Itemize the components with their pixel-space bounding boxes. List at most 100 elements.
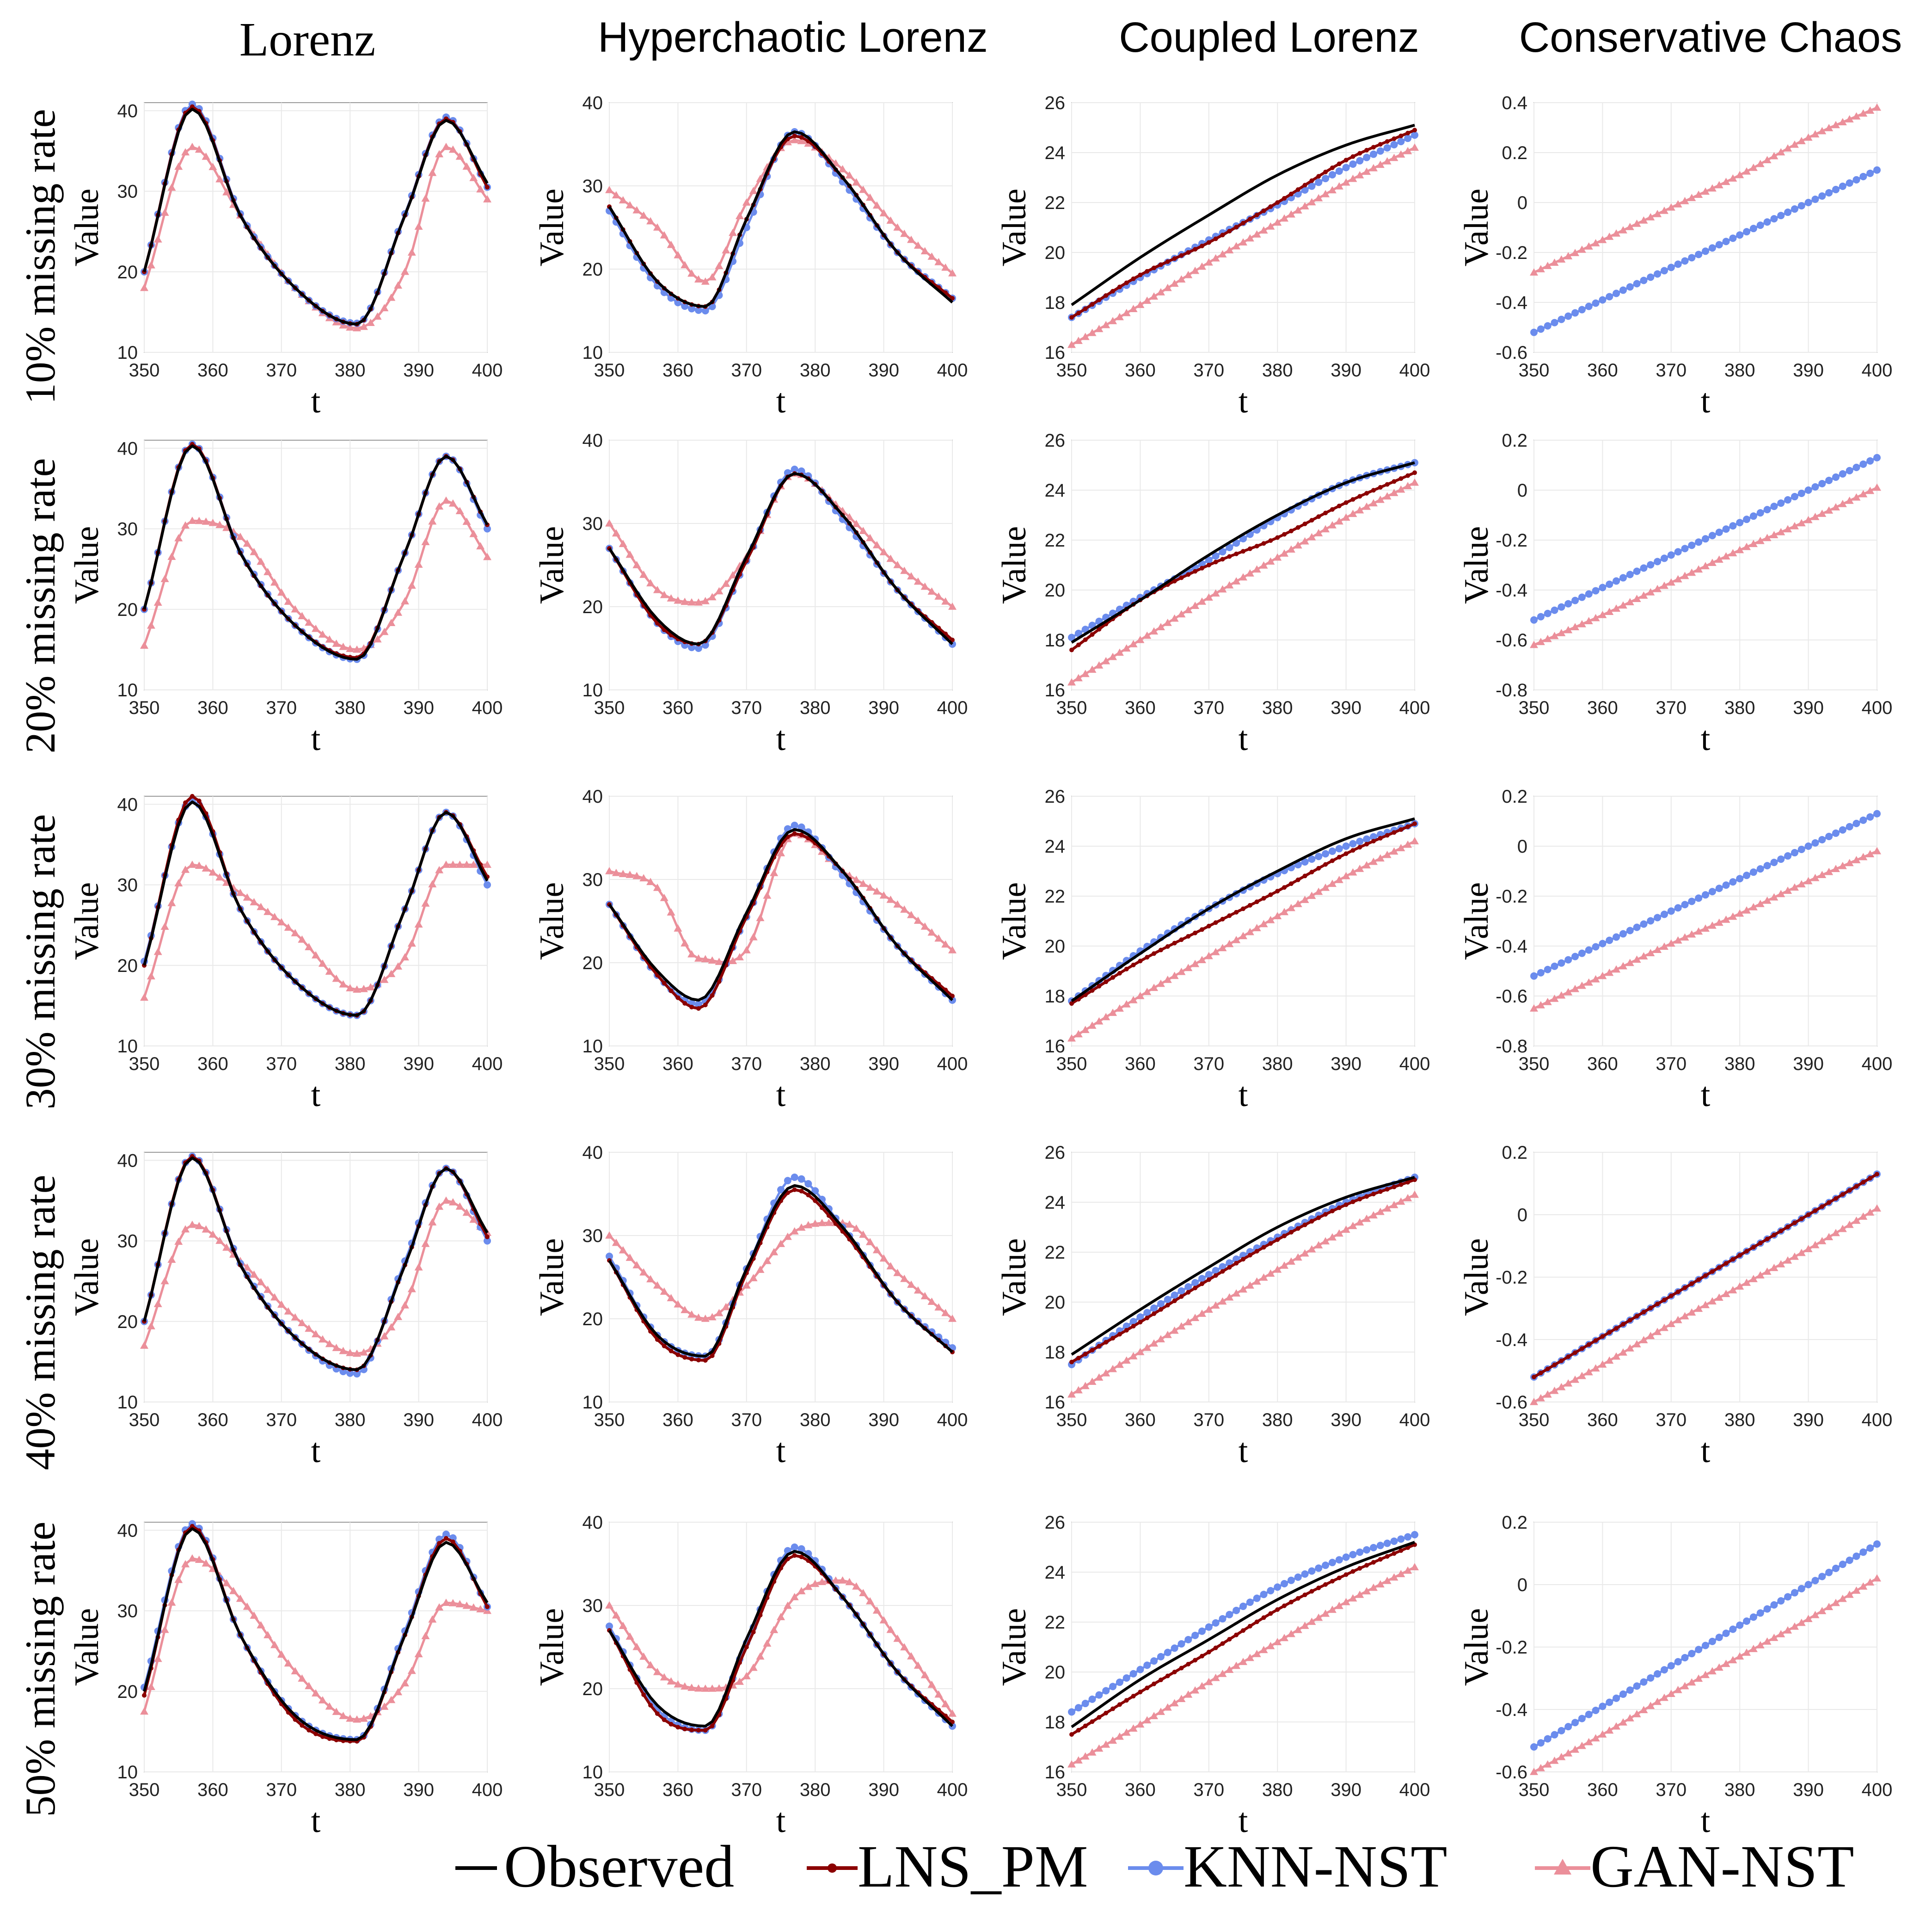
data-point-gan-nst: [277, 1650, 286, 1658]
data-point-lns-pm: [1552, 1362, 1557, 1367]
series-knn-nst: [1530, 1540, 1881, 1751]
data-point-lns-pm: [1117, 1702, 1122, 1707]
data-point-knn-nst: [1335, 1556, 1343, 1564]
data-point-gan-nst: [1376, 160, 1385, 168]
data-point-knn-nst: [1068, 1708, 1075, 1716]
data-point-knn-nst: [1530, 616, 1538, 624]
data-point-gan-nst: [701, 596, 710, 604]
data-point-gan-nst: [1307, 1617, 1316, 1625]
legend-marker-gan-nst: [1554, 1859, 1571, 1875]
data-point-knn-nst: [1777, 855, 1785, 863]
data-point-gan-nst: [1660, 206, 1668, 214]
data-point-lns-pm: [1538, 1371, 1543, 1376]
data-point-lns-pm: [1261, 896, 1266, 901]
data-point-knn-nst: [1859, 172, 1867, 180]
data-point-lns-pm: [1875, 1172, 1879, 1177]
data-point-gan-nst: [927, 252, 936, 260]
x-tick-label: 360: [1125, 698, 1156, 718]
data-point-gan-nst: [1143, 296, 1152, 304]
series-gan-nst: [605, 1218, 957, 1322]
data-point-knn-nst: [1171, 1644, 1178, 1652]
data-point-knn-nst: [1846, 467, 1853, 474]
data-point-gan-nst: [1646, 213, 1655, 221]
data-point-gan-nst: [646, 1275, 655, 1283]
y-tick-label: 20: [583, 259, 603, 280]
data-point-lns-pm: [1737, 1253, 1742, 1258]
data-point-lns-pm: [1076, 311, 1081, 316]
data-point-gan-nst: [1736, 909, 1744, 917]
x-tick-label: 370: [266, 1780, 297, 1800]
data-point-knn-nst: [1143, 1309, 1151, 1316]
data-point-gan-nst: [188, 861, 196, 868]
data-point-lns-pm: [1566, 1354, 1571, 1359]
data-point-lns-pm: [1213, 236, 1218, 241]
data-point-gan-nst: [722, 1303, 730, 1310]
data-point-lns-pm: [696, 1006, 701, 1011]
data-point-knn-nst: [1640, 277, 1648, 284]
data-point-knn-nst: [1770, 859, 1778, 867]
data-point-lns-pm: [1295, 187, 1300, 192]
data-point-knn-nst: [1797, 202, 1805, 210]
data-point-gan-nst: [147, 972, 155, 980]
data-point-knn-nst: [1606, 936, 1613, 944]
series-gan-nst: [1530, 483, 1881, 648]
series-observed: [143, 1527, 489, 1741]
data-point-gan-nst: [715, 1309, 724, 1316]
data-point-gan-nst: [1612, 229, 1621, 237]
data-point-gan-nst: [811, 1219, 820, 1227]
data-point-lns-pm: [1145, 1685, 1150, 1691]
x-tick-label: 400: [1399, 698, 1430, 718]
data-point-gan-nst: [140, 641, 148, 649]
data-point-knn-nst: [1681, 545, 1689, 553]
y-tick-label: -0.4: [1496, 580, 1527, 601]
data-point-knn-nst: [1281, 1580, 1288, 1587]
data-point-gan-nst: [435, 866, 444, 873]
data-point-gan-nst: [414, 1650, 423, 1658]
plot-area: [144, 796, 488, 1046]
plot-area: [1071, 1152, 1415, 1402]
data-point-gan-nst: [1770, 893, 1779, 901]
data-point-gan-nst: [236, 533, 245, 540]
data-point-gan-nst: [797, 1587, 806, 1594]
data-point-gan-nst: [907, 910, 915, 918]
data-point-gan-nst: [462, 1601, 471, 1609]
data-point-knn-nst: [1219, 1615, 1227, 1623]
x-tick-label: 400: [472, 1054, 503, 1074]
data-point-gan-nst: [1605, 232, 1614, 240]
data-point-lns-pm: [1648, 1305, 1653, 1310]
data-point-gan-nst: [681, 939, 689, 947]
data-point-gan-nst: [1591, 1364, 1600, 1372]
data-point-knn-nst: [1564, 312, 1572, 320]
data-point-gan-nst: [859, 879, 868, 887]
data-point-lns-pm: [1302, 1592, 1307, 1598]
y-tick-label: 26: [1045, 93, 1066, 113]
data-point-gan-nst: [188, 1554, 196, 1562]
data-point-gan-nst: [1763, 896, 1772, 904]
data-point-lns-pm: [1261, 1245, 1266, 1250]
data-point-knn-nst: [804, 1180, 812, 1188]
data-point-gan-nst: [1687, 1308, 1696, 1316]
data-point-lns-pm: [1069, 1359, 1074, 1365]
y-tick-label: 0: [1517, 1205, 1527, 1225]
series-lns-pm: [1069, 1177, 1417, 1365]
data-point-lns-pm: [1689, 1281, 1694, 1286]
data-point-gan-nst: [435, 1603, 444, 1611]
y-axis-label: Value: [995, 1608, 1033, 1686]
data-point-gan-nst: [1777, 148, 1785, 156]
y-tick-label: 20: [583, 953, 603, 973]
series-observed: [1071, 461, 1415, 644]
data-point-gan-nst: [1404, 840, 1412, 848]
data-point-gan-nst: [886, 895, 895, 903]
series-gan-nst: [140, 496, 491, 653]
data-point-gan-nst: [1390, 1201, 1398, 1208]
data-point-gan-nst: [1681, 1312, 1689, 1320]
data-point-gan-nst: [1873, 1204, 1881, 1212]
data-point-knn-nst: [1708, 1637, 1716, 1645]
data-point-gan-nst: [646, 878, 655, 885]
data-point-gan-nst: [1784, 1256, 1792, 1264]
data-point-gan-nst: [1355, 1218, 1364, 1226]
data-point-knn-nst: [1606, 1698, 1613, 1706]
data-point-gan-nst: [790, 1593, 799, 1600]
data-point-knn-nst: [1129, 1670, 1137, 1678]
